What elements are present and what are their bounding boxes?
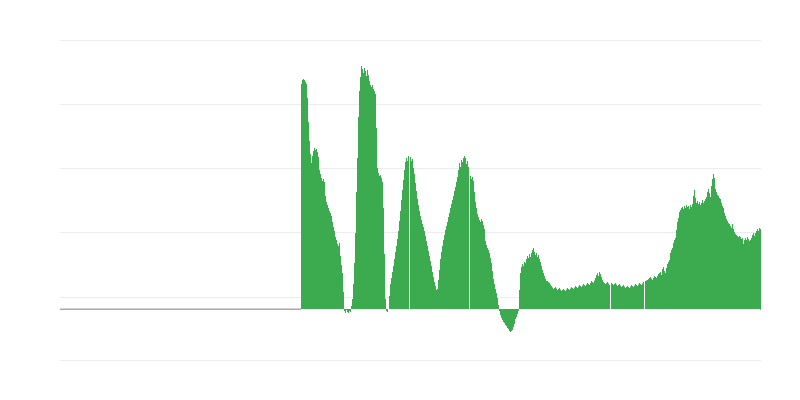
series-area	[301, 66, 761, 332]
